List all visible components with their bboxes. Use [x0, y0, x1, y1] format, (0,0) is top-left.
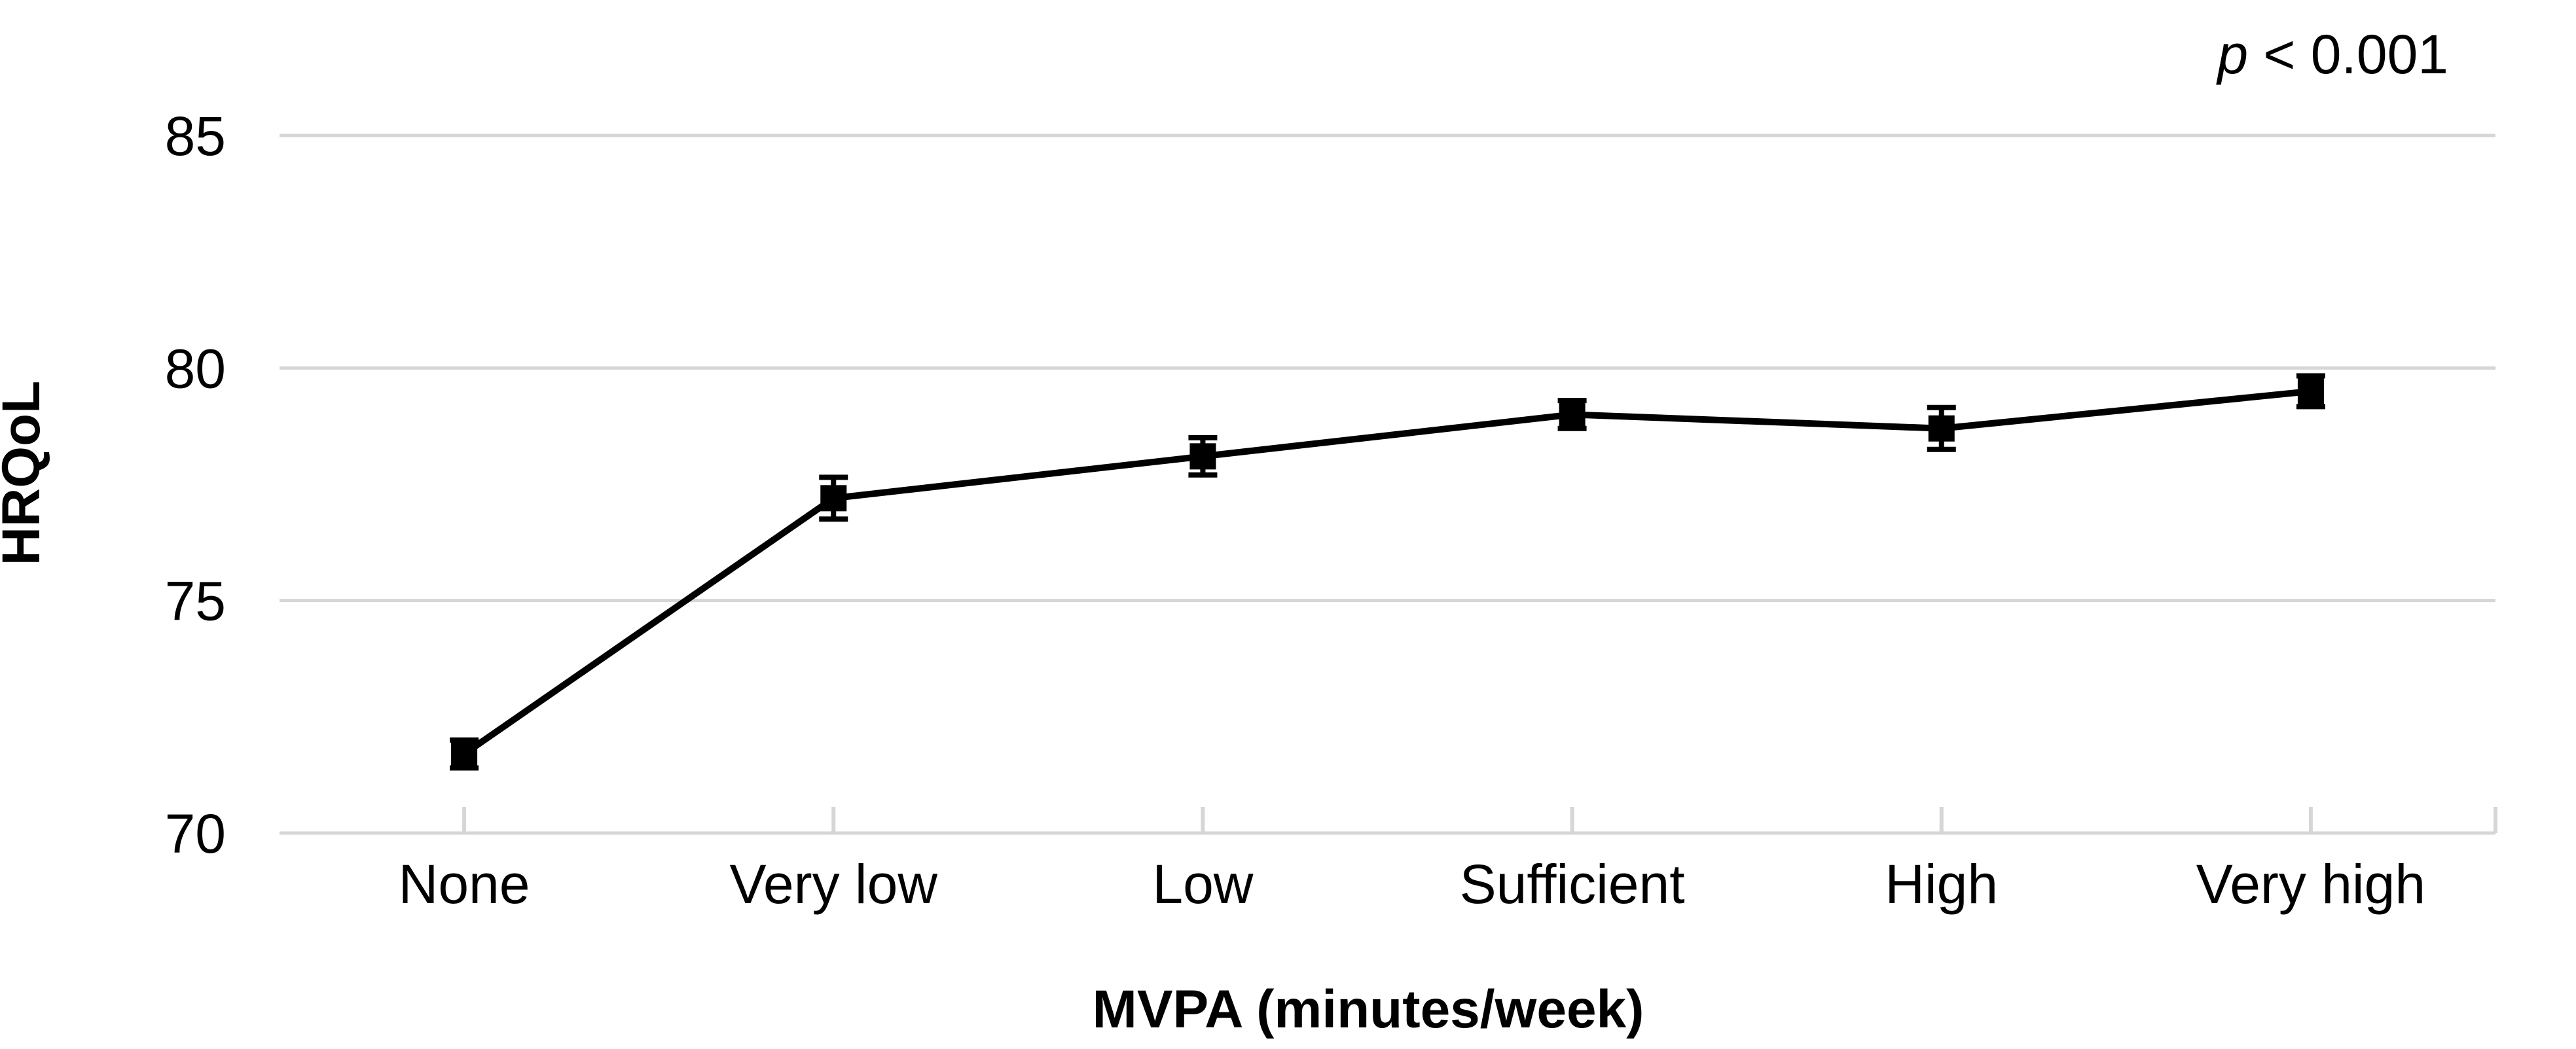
y-axis-title: HRQoL	[0, 381, 51, 565]
y-tick-label: 75	[165, 571, 226, 632]
p-value-annotation: p < 0.001	[2215, 24, 2448, 85]
series-line	[462, 387, 2312, 757]
y-tick-label: 70	[165, 803, 226, 864]
x-tick-label: Low	[1152, 853, 1253, 915]
y-tick-label: 85	[165, 105, 226, 167]
axis-tick-marks	[462, 807, 2497, 833]
data-point-marker	[1559, 401, 1586, 428]
x-tick-label: None	[399, 853, 530, 915]
data-point-marker	[451, 741, 478, 768]
x-axis-title: MVPA (minutes/week)	[1093, 980, 1644, 1039]
data-point-marker	[2297, 378, 2324, 404]
x-tick-label: High	[1885, 853, 1998, 915]
gridlines	[280, 133, 2495, 835]
x-tick-label: Sufficient	[1460, 853, 1685, 915]
data-point-marker	[1928, 415, 1955, 442]
data-series	[450, 373, 2325, 771]
y-tick-label: 80	[165, 338, 226, 399]
x-tick-label: Very low	[730, 853, 938, 915]
data-point-marker	[1189, 443, 1216, 470]
data-point-marker	[820, 485, 847, 512]
axis-tick-labels: 70 75 80 85 None Very low Low Sufficient High Ver…	[165, 105, 2425, 915]
x-tick-label: Very high	[2196, 853, 2425, 915]
